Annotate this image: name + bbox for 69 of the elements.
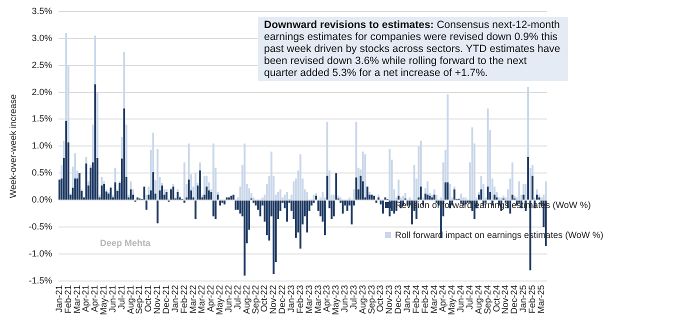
x-tick-label: Jun-24 xyxy=(456,284,466,313)
x-tick-label: Apr-24 xyxy=(438,284,448,312)
x-tick-label: Nov-23 xyxy=(384,284,394,314)
x-tick-label: Nov-24 xyxy=(500,284,510,314)
y-tick-label: 3.0% xyxy=(32,32,52,43)
x-tick-label: Apr-21 xyxy=(90,284,100,312)
x-tick-label: Mar-22 xyxy=(196,284,207,314)
y-axis-title: Week-over-week increase xyxy=(8,94,18,198)
x-tick-label: Dec-21 xyxy=(161,284,172,314)
y-tick-label: -1.5% xyxy=(28,275,52,286)
y-tick-label: -1.0% xyxy=(28,248,52,259)
x-tick-label: Sep-21 xyxy=(134,284,144,314)
x-tick-label: Sep-23 xyxy=(366,284,376,314)
y-tick-label: 1.5% xyxy=(32,114,52,124)
x-tick-label: Oct-23 xyxy=(375,284,386,312)
x-tick-label: Nov-21 xyxy=(152,284,162,314)
x-tick-label: Jan-25 xyxy=(518,284,528,313)
x-tick-label: Jul-24 xyxy=(464,284,474,310)
x-tick-label: Dec-23 xyxy=(393,284,404,314)
y-tick-label: 3.5% xyxy=(32,6,52,16)
annotation: Deep Mehta xyxy=(100,238,151,248)
x-tick-label: May-24 xyxy=(446,284,457,316)
x-tick-label: May-21 xyxy=(98,284,109,316)
x-tick-label: Mar-24 xyxy=(428,284,439,314)
x-tick-label: Jul-22 xyxy=(232,284,242,310)
x-tick-label: Oct-21 xyxy=(143,284,154,312)
x-tick-label: Feb-22 xyxy=(178,284,189,314)
x-tick-label: Feb-25 xyxy=(526,284,537,314)
x-tick-label: Mar-23 xyxy=(304,284,314,314)
x-tick-label: Feb-23 xyxy=(294,284,305,314)
x-tick-label: Dec-22 xyxy=(277,284,288,314)
x-tick-label: Aug-22 xyxy=(241,284,252,314)
x-tick-label: Jul-23 xyxy=(348,284,358,310)
annotation: Downward revisions to estimates: Consensus next-12-month earnings estimates for companies were revised down 0.9% this past week driven by stocks across sectors. YTD estimates have been revised down 3.6% while rolling forward to the next quarter added 5.3% for a net increase of +1.7%. xyxy=(258,17,568,81)
x-tick-label: Feb-24 xyxy=(410,284,421,314)
x-tick-label: Sep-24 xyxy=(482,284,492,314)
x-tick-label: Dec-24 xyxy=(509,284,520,314)
x-tick-label: Jan-22 xyxy=(170,284,180,313)
y-tick-label: 0.5% xyxy=(32,168,52,178)
x-tick-label: Aug-24 xyxy=(473,284,484,314)
y-tick-label: -0.5% xyxy=(28,222,52,232)
x-tick-label: Mar-23 xyxy=(312,284,323,314)
x-tick-label: May-22 xyxy=(214,284,225,316)
x-tick-label: Oct-22 xyxy=(259,284,270,312)
x-tick-label: Jan-23 xyxy=(286,284,296,313)
y-tick-label: 2.5% xyxy=(32,60,52,70)
x-tick-label: Oct-24 xyxy=(491,284,502,312)
x-tick-label: Jun-23 xyxy=(340,284,350,313)
x-tick-label: Apr-23 xyxy=(322,284,332,312)
x-tick-label: Sep-22 xyxy=(250,284,260,314)
x-tick-label: Feb-24 xyxy=(420,284,430,314)
x-tick-label: Mar-22 xyxy=(188,284,198,314)
x-tick-label: Mar-21 xyxy=(72,284,82,314)
x-tick-label: Apr-21 xyxy=(80,284,91,312)
x-tick-label: Apr-22 xyxy=(206,284,216,312)
x-tick-label: Aug-23 xyxy=(357,284,368,314)
x-tick-label: Jun-21 xyxy=(107,284,118,313)
x-tick-label: Aug-21 xyxy=(125,284,136,314)
x-tick-label: Jan-24 xyxy=(402,284,412,313)
y-tick-label: 2.0% xyxy=(32,86,52,97)
x-tick-label: Nov-22 xyxy=(268,284,278,314)
x-tick-label: Feb-21 xyxy=(62,284,73,314)
x-tick-label: Jun-22 xyxy=(224,284,234,313)
x-tick-label: May-23 xyxy=(330,284,341,316)
x-tick-label: Jul-21 xyxy=(116,284,126,310)
x-tick-label: Mar-25 xyxy=(536,284,546,314)
y-tick-label: 1.0% xyxy=(32,140,52,151)
y-tick-label: 0.0% xyxy=(32,194,52,205)
x-tick-label: Jan-21 xyxy=(54,284,64,313)
